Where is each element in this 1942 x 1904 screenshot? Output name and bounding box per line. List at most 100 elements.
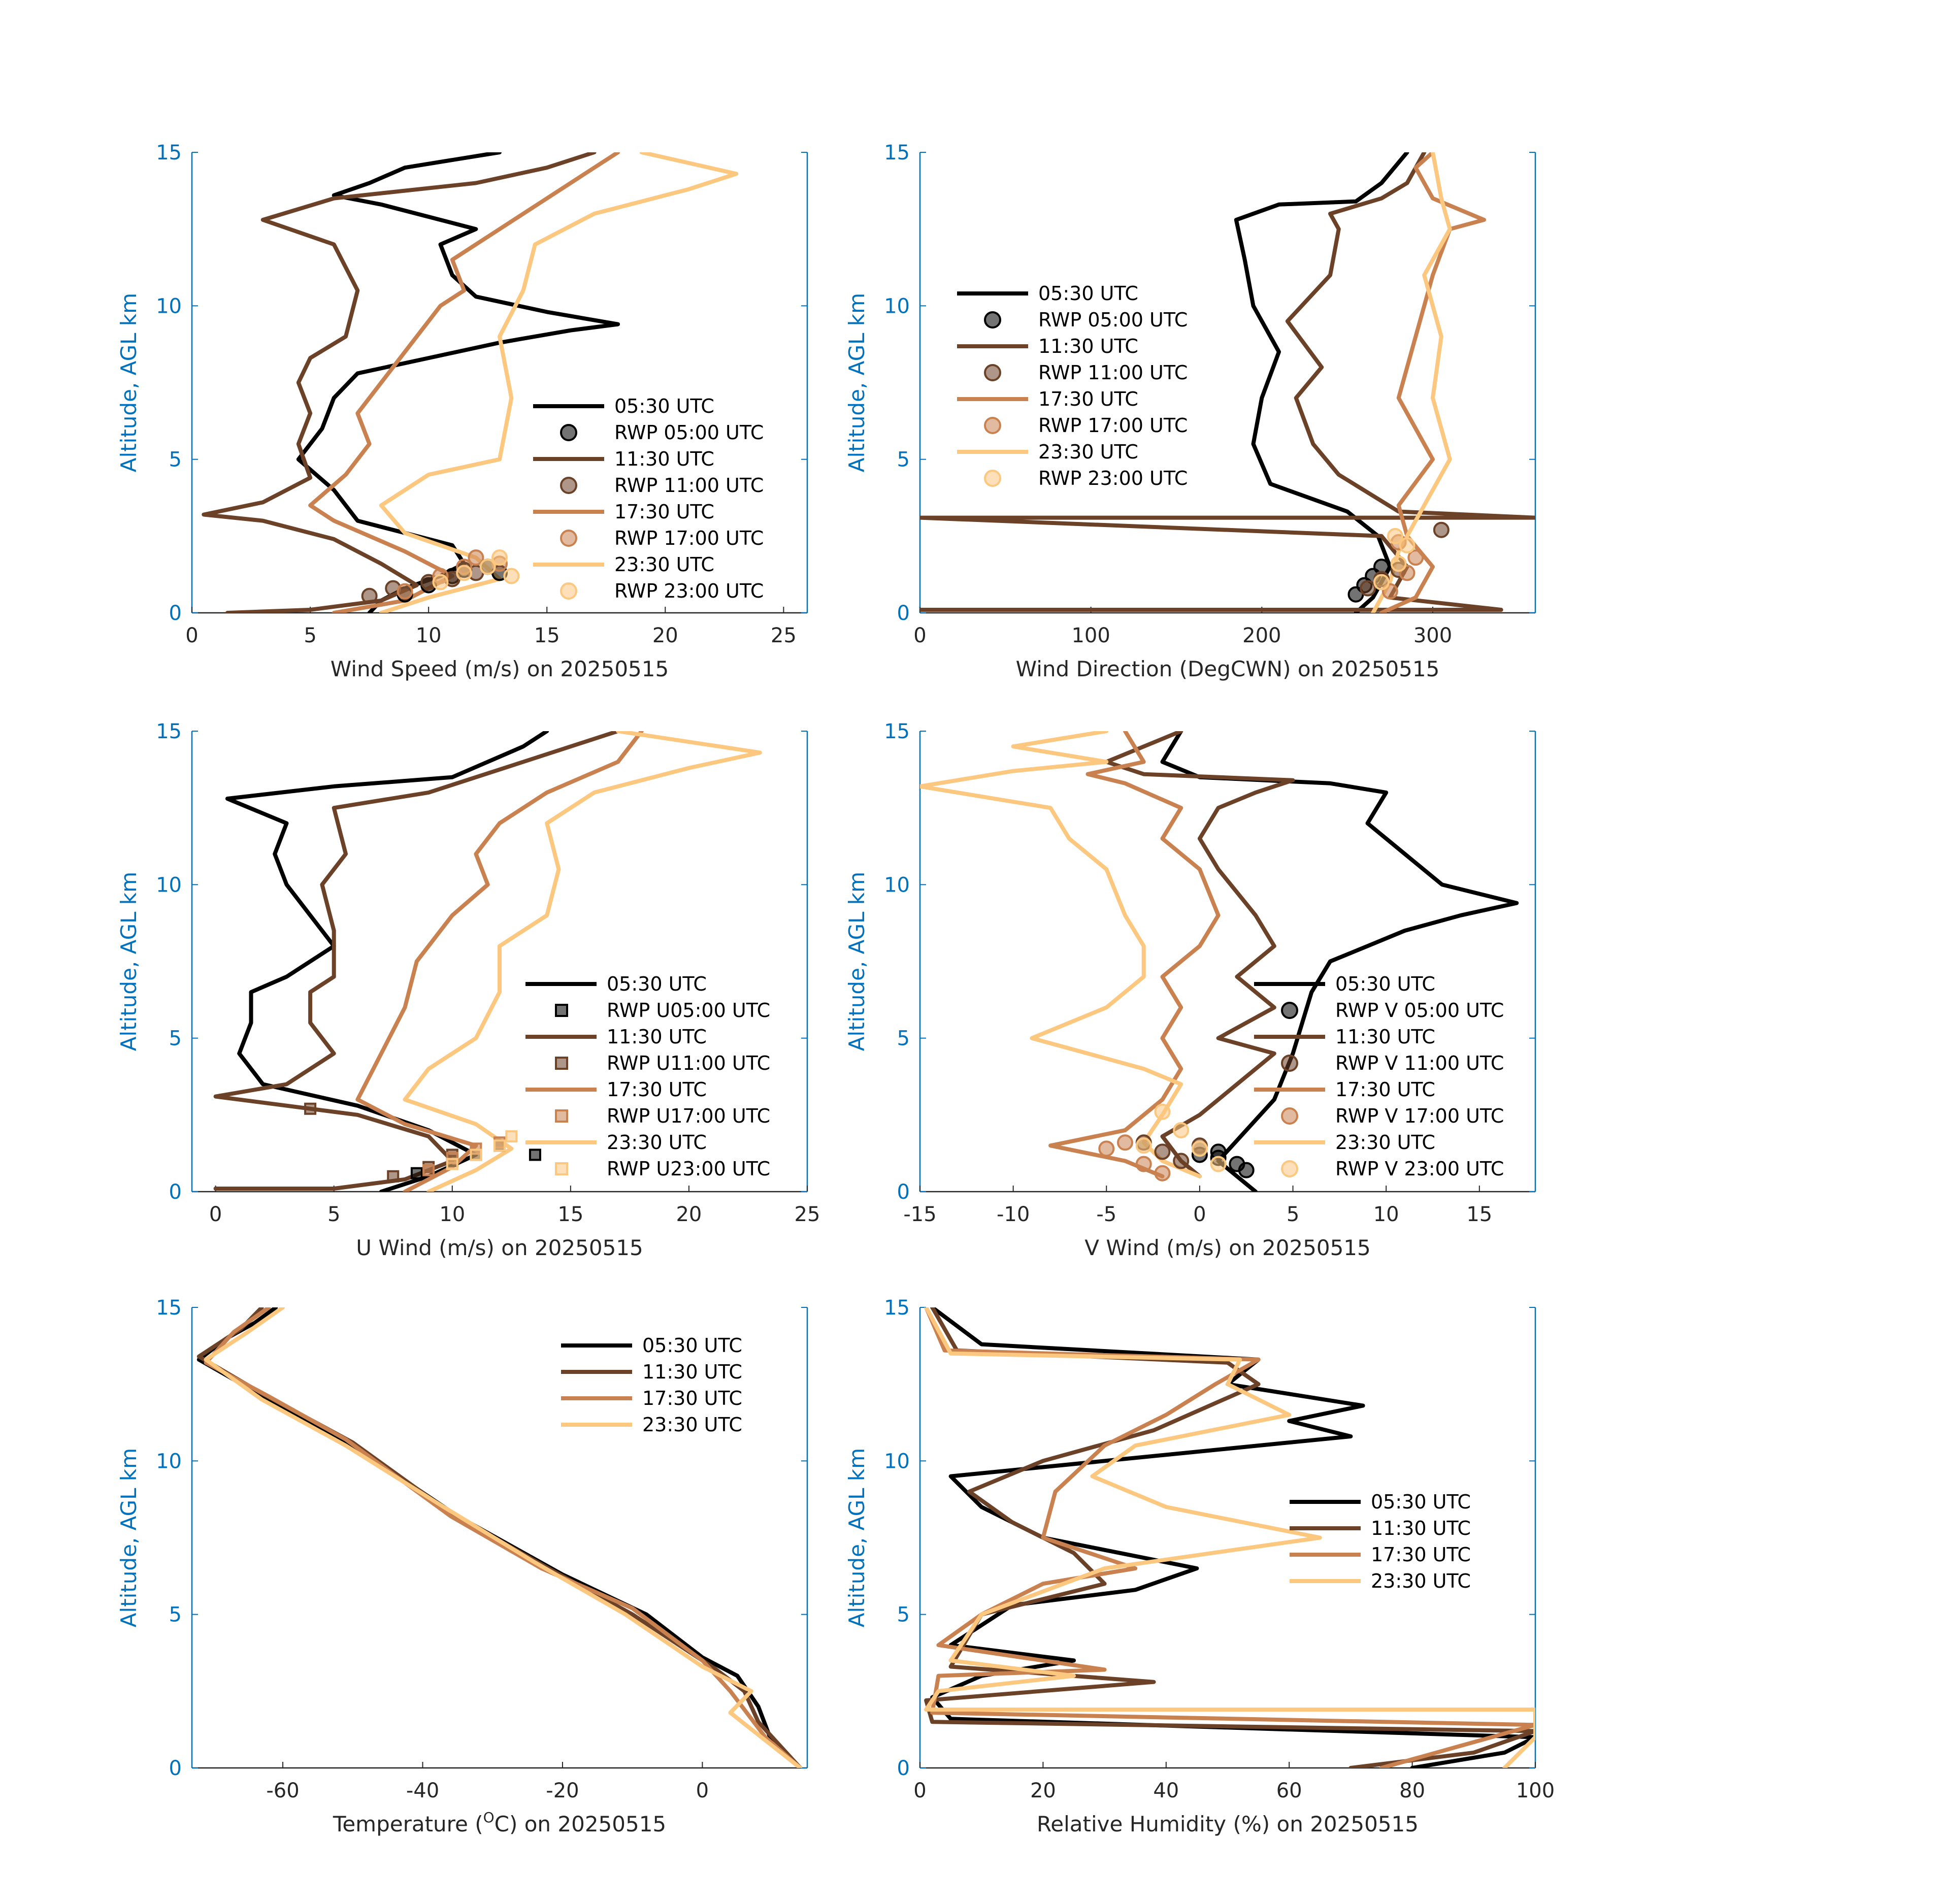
legend-label: 05:30 UTC (614, 395, 714, 417)
legend-label: 11:30 UTC (607, 1026, 707, 1048)
plot-area (196, 1307, 803, 1768)
legend-square-swatch (555, 1109, 568, 1123)
legend-circle-swatch (1281, 1160, 1298, 1177)
rwp-marker (1191, 1140, 1208, 1157)
series-line-1730UTC (308, 152, 620, 613)
rwp-marker (503, 568, 520, 584)
legend-label: RWP 17:00 UTC (1038, 414, 1188, 437)
x-tick-label: 10 (416, 624, 442, 647)
x-axis-title: Wind Speed (m/s) on 20250515 (331, 656, 669, 681)
plot-area (213, 731, 762, 1192)
x-tick-label: 0 (185, 624, 198, 647)
legend: 05:30 UTC 11:30 UTC 17:30 UTC 23:30 UTC (561, 1334, 742, 1436)
x-tick-label: -15 (903, 1203, 936, 1226)
y-tick-label: 15 (156, 1296, 182, 1320)
plot-area (920, 152, 1535, 613)
x-tick-label: -60 (266, 1779, 299, 1802)
x-tick-label: 5 (327, 1203, 340, 1226)
y-tick-label: 0 (897, 1180, 910, 1204)
legend-square-swatch (555, 1057, 568, 1070)
series-line-0530UTC (1234, 152, 1409, 613)
series-line-1730UTC (355, 731, 644, 1192)
rwp-marker (1173, 1153, 1190, 1169)
rwp-marker (505, 1130, 518, 1143)
plot-area (924, 1307, 1535, 1768)
x-tick-label: 0 (696, 1779, 709, 1802)
panel-rh: 0 20 40 60 80 100 0 5 10 15 Altitude, AGL km Relati… (844, 1296, 1555, 1836)
y-tick-label: 10 (156, 1450, 182, 1473)
x-tick-label: 200 (1242, 624, 1281, 647)
y-tick-label: 5 (897, 448, 910, 472)
legend-label: 11:30 UTC (642, 1361, 742, 1383)
y-tick-label: 5 (169, 448, 182, 472)
x-tick-label: 20 (1030, 1779, 1056, 1802)
rwp-marker (1135, 1156, 1152, 1172)
x-tick-label: 0 (913, 1779, 926, 1802)
x-tick-label: 20 (676, 1203, 702, 1226)
legend-circle-swatch (560, 530, 577, 547)
y-tick-label: 5 (169, 1603, 182, 1627)
series-line-2330UTC (924, 1307, 1535, 1768)
y-tick-label: 10 (156, 873, 182, 897)
rwp-marker (1399, 537, 1416, 553)
legend-circle-swatch (984, 417, 1001, 434)
x-tick-label: 100 (1071, 624, 1110, 647)
series-line-1730UTC (1048, 731, 1221, 1178)
x-axis-title-part: Temperature ( (333, 1812, 483, 1836)
rwp-marker (1135, 1137, 1152, 1154)
legend: 05:30 UTC RWP U05:00 UTC 11:30 UTC RWP U11:… (525, 973, 770, 1180)
legend-label: 17:30 UTC (1335, 1078, 1435, 1101)
x-tick-label: 10 (439, 1203, 465, 1226)
x-tick-label: 25 (771, 624, 797, 647)
legend-circle-swatch (984, 470, 1001, 487)
legend-label: RWP 23:00 UTC (614, 580, 764, 602)
x-axis-title-degree: O (483, 1809, 495, 1826)
y-axis-title: Altitude, AGL km (844, 872, 869, 1051)
x-tick-label: 15 (534, 624, 560, 647)
series-line-1130UTC (1104, 731, 1295, 1178)
legend-label: 05:30 UTC (642, 1334, 742, 1357)
x-axis-title: Wind Direction (DegCWN) on 20250515 (1016, 656, 1440, 681)
rwp-marker (491, 549, 508, 566)
x-tick-label: -20 (546, 1779, 579, 1802)
plot-area (920, 731, 1519, 1192)
x-tick-label: 20 (652, 624, 678, 647)
legend-label: 23:30 UTC (642, 1414, 742, 1436)
legend-label: 23:30 UTC (614, 553, 714, 576)
legend-circle-swatch (984, 364, 1001, 381)
rwp-marker (304, 1102, 317, 1115)
legend-label: 17:30 UTC (614, 501, 714, 523)
legend-label: RWP 17:00 UTC (614, 527, 764, 549)
x-tick-label: 0 (1193, 1203, 1206, 1226)
panels-layer: 0 5 10 15 20 25 0 5 10 15 Altitude, AGL km Wind Spe… (116, 141, 1555, 1836)
y-tick-label: 0 (169, 1180, 182, 1204)
legend-label: RWP V 11:00 UTC (1335, 1052, 1504, 1074)
series-line-1130UTC (202, 152, 597, 613)
legend-circle-swatch (560, 582, 577, 600)
series-line-0530UTC (296, 152, 620, 613)
legend-circle-swatch (984, 311, 1001, 329)
rwp-marker (397, 583, 413, 600)
rwp-marker (1098, 1140, 1115, 1157)
rwp-marker (479, 559, 496, 575)
rwp-marker (1173, 1122, 1190, 1139)
y-tick-label: 0 (169, 602, 182, 625)
legend-label: 23:30 UTC (607, 1131, 707, 1154)
rwp-marker (1360, 580, 1376, 597)
y-axis-title: Altitude, AGL km (116, 872, 141, 1051)
legend: 05:30 UTC RWP 05:00 UTC 11:30 UTC RWP 11:00… (533, 395, 764, 602)
y-tick-label: 0 (897, 602, 910, 625)
y-tick-label: 15 (884, 720, 910, 743)
panel-vw: -15 -10 -5 0 5 10 15 0 5 10 15 Altitude, AGL km V Wi… (844, 720, 1536, 1260)
legend-label: RWP V 05:00 UTC (1335, 999, 1504, 1022)
x-tick-label: 300 (1413, 624, 1452, 647)
rwp-marker (493, 1139, 506, 1152)
rwp-marker (1154, 1103, 1171, 1120)
legend-label: 17:30 UTC (1371, 1544, 1471, 1566)
y-tick-label: 0 (897, 1757, 910, 1780)
rwp-marker (529, 1148, 541, 1161)
y-tick-label: 10 (884, 873, 910, 897)
legend-label: 23:30 UTC (1335, 1131, 1435, 1154)
